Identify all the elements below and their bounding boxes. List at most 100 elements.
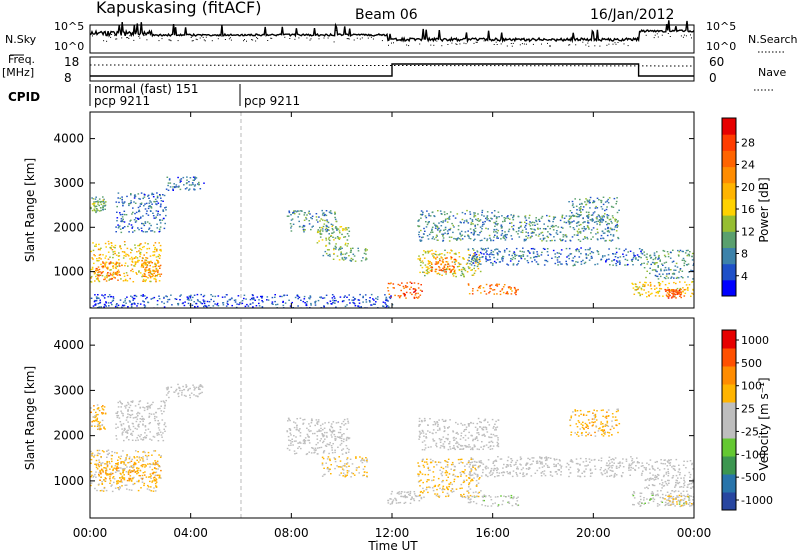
scatter-cell xyxy=(606,216,609,218)
scatter-cell xyxy=(429,469,431,471)
scatter-cell xyxy=(647,291,650,293)
scatter-cell xyxy=(347,227,350,229)
scatter-cell xyxy=(331,227,334,230)
scatter-cell xyxy=(437,229,439,231)
scatter-cell xyxy=(421,460,424,462)
scatter-cell xyxy=(489,471,492,473)
scatter-cell xyxy=(98,198,101,200)
scatter-cell xyxy=(136,480,138,483)
scatter-cell xyxy=(519,458,522,461)
scatter-cell xyxy=(339,444,342,446)
scatter-cell xyxy=(180,180,182,182)
scatter-cell xyxy=(655,275,658,277)
scatter-cell xyxy=(136,418,139,420)
scatter-cell xyxy=(136,467,138,469)
scatter-cell xyxy=(309,295,312,297)
cpid-entry-1-line2: pcp 9211 xyxy=(94,94,150,108)
scatter-cell xyxy=(418,473,420,476)
scatter-cell xyxy=(346,474,348,476)
scatter-cell xyxy=(592,236,594,238)
scatter-cell xyxy=(424,252,427,254)
scatter-cell xyxy=(136,273,138,275)
scatter-cell xyxy=(521,250,524,253)
scatter-cell xyxy=(326,225,328,228)
scatter-cell xyxy=(140,465,143,467)
scatter-cell xyxy=(486,238,489,240)
scatter-cell xyxy=(97,464,100,466)
scatter-cell xyxy=(333,295,335,298)
scatter-cell xyxy=(457,458,460,461)
scatter-cell xyxy=(144,194,146,196)
scatter-cell xyxy=(475,502,478,505)
scatter-cell xyxy=(533,256,536,258)
scatter-cell xyxy=(582,222,584,224)
scatter-cell xyxy=(456,442,459,444)
scatter-cell xyxy=(309,296,312,298)
scatter-cell xyxy=(512,256,515,259)
scatter-cell xyxy=(601,221,603,223)
scatter-cell xyxy=(140,227,143,229)
scatter-cell xyxy=(132,211,134,214)
scatter-cell xyxy=(287,435,290,438)
scatter-cell xyxy=(323,450,325,453)
scatter-cell xyxy=(95,205,98,207)
scatter-cell xyxy=(559,219,562,222)
scatter-cell xyxy=(142,278,145,281)
scatter-cell xyxy=(159,244,162,247)
scatter-cell xyxy=(332,421,335,423)
noise-search-dot xyxy=(408,45,410,47)
scatter-cell xyxy=(101,450,104,452)
scatter-cell xyxy=(315,216,318,218)
scatter-cell xyxy=(563,217,566,219)
scatter-cell xyxy=(448,228,450,231)
scatter-cell xyxy=(470,501,472,503)
scatter-cell xyxy=(275,304,277,306)
scatter-cell xyxy=(159,214,161,216)
scatter-cell xyxy=(142,424,144,426)
scatter-cell xyxy=(203,302,206,305)
scatter-cell xyxy=(607,214,610,217)
scatter-cell xyxy=(97,200,99,202)
scatter-cell xyxy=(605,208,608,211)
scatter-cell xyxy=(133,464,136,466)
scatter-cell xyxy=(590,229,593,231)
scatter-cell xyxy=(342,475,344,477)
scatter-cell xyxy=(161,436,163,438)
scatter-cell xyxy=(188,295,191,297)
scatter-cell xyxy=(108,274,110,277)
scatter-cell xyxy=(123,201,126,203)
scatter-cell xyxy=(529,252,531,254)
scatter-cell xyxy=(144,426,147,428)
scatter-cell xyxy=(121,461,123,463)
scatter-cell xyxy=(413,297,416,299)
scatter-cell xyxy=(492,503,494,505)
scatter-cell xyxy=(434,227,437,229)
scatter-cell xyxy=(299,428,301,430)
scatter-cell xyxy=(419,423,421,426)
scatter-cell xyxy=(328,253,331,256)
scatter-cell xyxy=(443,447,446,449)
scatter-cell xyxy=(137,467,140,470)
station-title: Kapuskasing (fitACF) xyxy=(96,0,261,17)
scatter-cell xyxy=(510,494,513,497)
scatter-cell xyxy=(90,411,92,413)
scatter-cell xyxy=(128,477,130,480)
scatter-cell xyxy=(467,498,470,500)
scatter-cell xyxy=(101,482,103,485)
scatter-cell xyxy=(360,460,362,462)
scatter-cell xyxy=(93,202,96,205)
scatter-cell xyxy=(617,220,619,222)
noise-search-dot xyxy=(116,38,118,40)
scatter-cell xyxy=(665,289,668,291)
scatter-cell xyxy=(132,207,134,209)
scatter-cell xyxy=(634,289,636,291)
scatter-cell xyxy=(434,253,437,256)
scatter-cell xyxy=(467,266,470,268)
scatter-cell xyxy=(377,296,379,298)
scatter-cell xyxy=(535,256,538,258)
scatter-cell xyxy=(391,501,394,504)
scatter-cell xyxy=(105,261,108,264)
scatter-cell xyxy=(404,294,406,296)
scatter-cell xyxy=(311,447,313,449)
scatter-cell xyxy=(159,477,161,479)
